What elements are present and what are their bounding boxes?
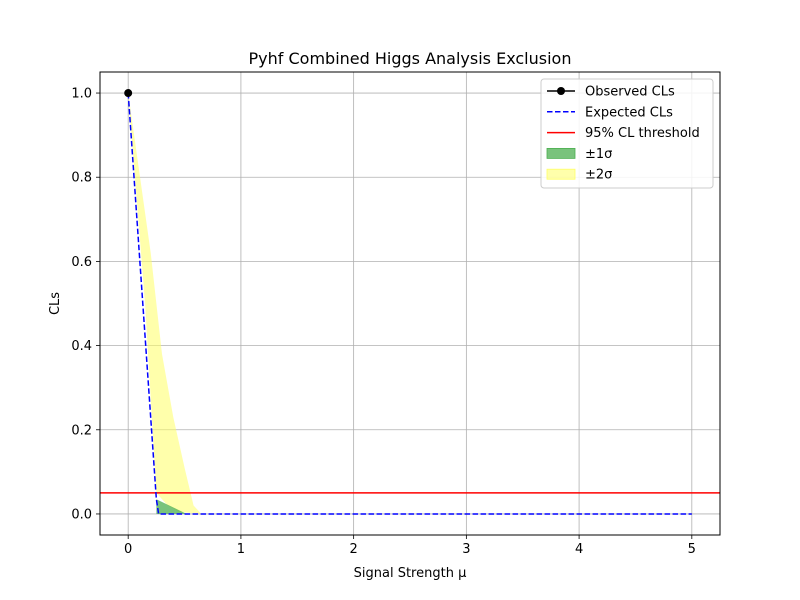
legend-marker	[557, 87, 565, 95]
legend-label: Expected CLs	[585, 105, 673, 120]
x-tick-label: 5	[688, 542, 696, 557]
legend-swatch	[546, 147, 576, 159]
band-1sigma	[156, 499, 187, 514]
legend-label: ±2σ	[585, 168, 612, 183]
y-tick-label: 0.8	[71, 171, 92, 186]
x-tick-label: 2	[349, 542, 357, 557]
y-axis-label: CLs	[48, 292, 63, 315]
legend-label: 95% CL threshold	[585, 126, 700, 141]
bands	[128, 93, 202, 514]
x-tick-label: 3	[462, 542, 470, 557]
legend-observed: Observed CLs	[547, 85, 675, 100]
legend-label: Observed CLs	[585, 85, 675, 100]
series	[100, 89, 720, 515]
legend-threshold: 95% CL threshold	[547, 126, 700, 141]
x-axis-label: Signal Strength μ	[354, 566, 467, 581]
y-tick-label: 1.0	[71, 87, 92, 102]
expected-cls-line	[127, 92, 692, 515]
y-tick-label: 0.2	[71, 423, 92, 438]
legend-1sigma: ±1σ	[546, 147, 612, 162]
x-tick-label: 1	[237, 542, 245, 557]
legend-swatch	[546, 168, 576, 180]
legend-expected: Expected CLs	[547, 105, 673, 120]
plot-frame	[99, 71, 721, 536]
legend-label: ±1σ	[585, 147, 612, 162]
x-tick-label: 0	[124, 542, 132, 557]
legend-box	[540, 78, 714, 189]
ticks: 0 1 2 3 4 5 0.0 0.2 0.4 0.6 0.8 1.0	[71, 87, 696, 557]
y-tick-label: 0.0	[71, 507, 92, 522]
legend: Observed CLs Expected CLs 95% CL threshold…	[540, 78, 714, 189]
x-tick-label: 4	[575, 542, 583, 557]
chart-title: Pyhf Combined Higgs Analysis Exclusion	[249, 49, 572, 68]
y-tick-label: 0.4	[71, 339, 92, 354]
legend-2sigma: ±2σ	[546, 168, 612, 183]
y-tick-label: 0.6	[71, 255, 92, 270]
observed-cls-point	[124, 89, 133, 98]
band-2sigma	[128, 93, 202, 514]
